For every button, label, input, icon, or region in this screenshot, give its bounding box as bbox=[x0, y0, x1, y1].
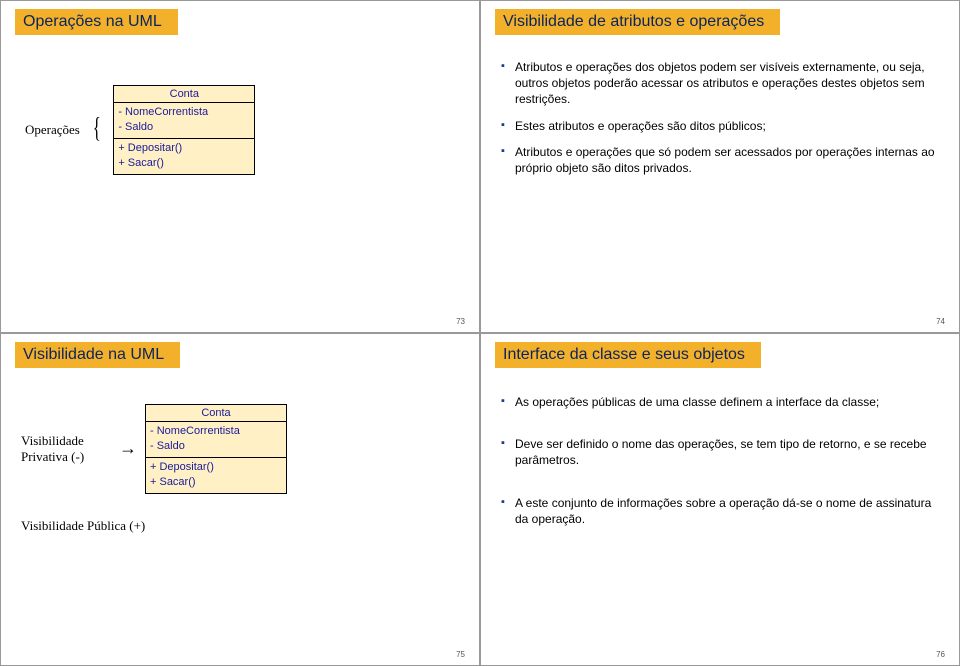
uml-class-name: Conta bbox=[146, 405, 286, 422]
bullet-text: Estes atributos e operações são ditos pú… bbox=[515, 119, 766, 133]
slide-title: Visibilidade de atributos e operações bbox=[495, 9, 780, 35]
uml-attr: - NomeCorrentista bbox=[150, 424, 282, 439]
uml-attr: - Saldo bbox=[150, 439, 282, 454]
bullet-item: Deve ser definido o nome das operações, … bbox=[501, 436, 945, 468]
uml-class-name: Conta bbox=[114, 86, 254, 103]
bullet-text: A este conjunto de informações sobre a o… bbox=[515, 496, 931, 526]
page-number: 74 bbox=[936, 317, 945, 326]
page-number: 73 bbox=[456, 317, 465, 326]
slide-74: Visibilidade de atributos e operações At… bbox=[480, 0, 960, 333]
slide-title: Operações na UML bbox=[15, 9, 178, 35]
uml-attr: - NomeCorrentista bbox=[118, 105, 250, 120]
uml-class-box: Conta - NomeCorrentista - Saldo + Deposi… bbox=[113, 85, 255, 175]
uml-class-box: Conta - NomeCorrentista - Saldo + Deposi… bbox=[145, 404, 287, 494]
uml-diagram-area: Visibilidade Privativa (-) → Conta - Nom… bbox=[21, 404, 465, 534]
slide-grid: Operações na UML Operações { Conta - Nom… bbox=[0, 0, 960, 666]
uml-ops: + Depositar() + Sacar() bbox=[146, 458, 286, 493]
uml-ops: + Depositar() + Sacar() bbox=[114, 139, 254, 174]
uml-attrs: - NomeCorrentista - Saldo bbox=[146, 422, 286, 458]
uml-op: + Sacar() bbox=[118, 156, 250, 171]
bullet-text: Deve ser definido o nome das operações, … bbox=[515, 437, 927, 467]
bullet-list: Atributos e operações dos objetos podem … bbox=[495, 59, 945, 176]
operations-label: Operações bbox=[25, 122, 80, 138]
private-label: Visibilidade Privativa (-) bbox=[21, 433, 111, 465]
bullet-item: Estes atributos e operações são ditos pú… bbox=[501, 118, 945, 134]
bullet-list: As operações públicas de uma classe defi… bbox=[495, 394, 945, 527]
uml-attrs: - NomeCorrentista - Saldo bbox=[114, 103, 254, 139]
private-row: Visibilidade Privativa (-) → Conta - Nom… bbox=[21, 404, 465, 494]
bullet-item: Atributos e operações dos objetos podem … bbox=[501, 59, 945, 108]
uml-attr: - Saldo bbox=[118, 120, 250, 135]
page-number: 76 bbox=[936, 650, 945, 659]
slide-76: Interface da classe e seus objetos As op… bbox=[480, 333, 960, 666]
slide-title: Visibilidade na UML bbox=[15, 342, 180, 368]
page-number: 75 bbox=[456, 650, 465, 659]
arrow-icon: → bbox=[119, 438, 137, 459]
bullet-item: As operações públicas de uma classe defi… bbox=[501, 394, 945, 410]
bullet-text: Atributos e operações dos objetos podem … bbox=[515, 60, 925, 106]
uml-op: + Sacar() bbox=[150, 475, 282, 490]
open-brace-icon: { bbox=[93, 121, 101, 138]
slide-75: Visibilidade na UML Visibilidade Privati… bbox=[0, 333, 480, 666]
bullet-item: Atributos e operações que só podem ser a… bbox=[501, 144, 945, 176]
bullet-text: As operações públicas de uma classe defi… bbox=[515, 395, 879, 409]
uml-op: + Depositar() bbox=[150, 460, 282, 475]
bullet-text: Atributos e operações que só podem ser a… bbox=[515, 145, 935, 175]
uml-op: + Depositar() bbox=[118, 141, 250, 156]
slide-73: Operações na UML Operações { Conta - Nom… bbox=[0, 0, 480, 333]
slide-title: Interface da classe e seus objetos bbox=[495, 342, 761, 368]
bullet-item: A este conjunto de informações sobre a o… bbox=[501, 495, 945, 527]
public-label: Visibilidade Pública (+) bbox=[21, 518, 465, 534]
uml-diagram-row: Operações { Conta - NomeCorrentista - Sa… bbox=[25, 85, 465, 175]
